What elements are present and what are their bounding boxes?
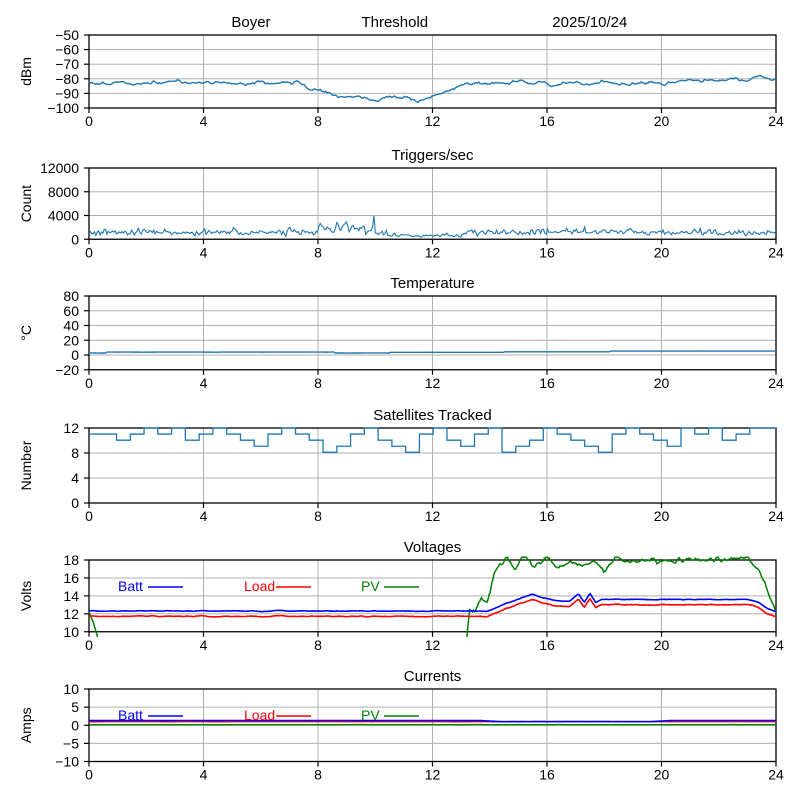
svg-text:−80: −80 bbox=[55, 70, 79, 86]
svg-text:12: 12 bbox=[425, 375, 441, 390]
svg-text:4000: 4000 bbox=[48, 207, 79, 223]
svg-text:−90: −90 bbox=[55, 85, 79, 101]
svg-text:20: 20 bbox=[63, 333, 79, 349]
svg-text:24: 24 bbox=[768, 636, 784, 651]
svg-text:PV: PV bbox=[361, 578, 380, 594]
svg-text:Load: Load bbox=[244, 578, 275, 594]
svg-text:0: 0 bbox=[71, 347, 79, 363]
svg-text:8: 8 bbox=[314, 766, 322, 781]
svg-text:16: 16 bbox=[63, 569, 79, 585]
svg-text:8: 8 bbox=[314, 636, 322, 651]
svg-text:24: 24 bbox=[768, 766, 784, 781]
svg-text:4: 4 bbox=[200, 113, 208, 128]
svg-text:20: 20 bbox=[654, 766, 670, 781]
svg-text:20: 20 bbox=[654, 375, 670, 390]
svg-text:4: 4 bbox=[200, 766, 208, 781]
svg-text:Load: Load bbox=[244, 707, 275, 723]
svg-text:0: 0 bbox=[85, 636, 93, 651]
svg-text:10: 10 bbox=[63, 623, 79, 639]
svg-text:8: 8 bbox=[314, 375, 322, 390]
svg-text:8: 8 bbox=[314, 113, 322, 128]
svg-text:Count: Count bbox=[18, 184, 34, 221]
svg-text:2025/10/24: 2025/10/24 bbox=[552, 15, 627, 31]
svg-text:dBm: dBm bbox=[18, 57, 34, 86]
svg-text:Triggers/sec: Triggers/sec bbox=[392, 146, 474, 163]
svg-text:12: 12 bbox=[425, 244, 441, 259]
svg-text:20: 20 bbox=[654, 113, 670, 128]
svg-text:Threshold: Threshold bbox=[361, 15, 428, 31]
svg-text:16: 16 bbox=[539, 244, 555, 259]
svg-text:Satellites Tracked: Satellites Tracked bbox=[373, 406, 491, 423]
svg-text:80: 80 bbox=[63, 288, 79, 304]
svg-text:−10: −10 bbox=[55, 753, 79, 769]
svg-text:−100: −100 bbox=[47, 100, 79, 116]
svg-text:40: 40 bbox=[63, 318, 79, 334]
svg-text:10: 10 bbox=[63, 681, 79, 697]
svg-text:12: 12 bbox=[425, 113, 441, 128]
svg-text:8: 8 bbox=[314, 244, 322, 259]
svg-text:Number: Number bbox=[18, 440, 34, 490]
svg-text:4: 4 bbox=[200, 508, 208, 523]
svg-text:8: 8 bbox=[71, 445, 79, 461]
svg-text:12: 12 bbox=[425, 766, 441, 781]
svg-text:0: 0 bbox=[71, 495, 79, 511]
svg-text:8000: 8000 bbox=[48, 183, 79, 199]
svg-text:12: 12 bbox=[425, 508, 441, 523]
svg-text:24: 24 bbox=[768, 375, 784, 390]
svg-text:16: 16 bbox=[539, 113, 555, 128]
svg-text:°C: °C bbox=[18, 325, 34, 341]
svg-text:−5: −5 bbox=[63, 735, 79, 751]
svg-text:PV: PV bbox=[361, 707, 380, 723]
svg-text:4: 4 bbox=[71, 470, 79, 486]
svg-text:−70: −70 bbox=[55, 56, 79, 72]
svg-text:60: 60 bbox=[63, 303, 79, 319]
svg-text:18: 18 bbox=[63, 552, 79, 568]
svg-text:4: 4 bbox=[200, 244, 208, 259]
svg-text:Voltages: Voltages bbox=[404, 538, 462, 555]
svg-text:24: 24 bbox=[768, 244, 784, 259]
svg-text:Volts: Volts bbox=[18, 580, 34, 610]
svg-text:4: 4 bbox=[200, 375, 208, 390]
svg-text:12000: 12000 bbox=[40, 160, 79, 176]
svg-text:Batt: Batt bbox=[118, 578, 143, 594]
svg-text:−60: −60 bbox=[55, 41, 79, 57]
svg-text:16: 16 bbox=[539, 508, 555, 523]
svg-text:Boyer: Boyer bbox=[231, 15, 270, 31]
svg-text:Currents: Currents bbox=[404, 668, 462, 685]
svg-text:14: 14 bbox=[63, 587, 79, 603]
svg-text:12: 12 bbox=[425, 636, 441, 651]
svg-text:4: 4 bbox=[200, 636, 208, 651]
svg-text:20: 20 bbox=[654, 636, 670, 651]
svg-text:16: 16 bbox=[539, 636, 555, 651]
svg-text:−20: −20 bbox=[55, 362, 79, 378]
svg-text:0: 0 bbox=[85, 113, 93, 128]
svg-text:20: 20 bbox=[654, 244, 670, 259]
svg-text:Temperature: Temperature bbox=[390, 275, 474, 292]
svg-text:16: 16 bbox=[539, 375, 555, 390]
svg-text:0: 0 bbox=[85, 375, 93, 390]
svg-text:0: 0 bbox=[71, 231, 79, 247]
svg-text:0: 0 bbox=[85, 508, 93, 523]
svg-text:−50: −50 bbox=[55, 27, 79, 43]
svg-text:5: 5 bbox=[71, 699, 79, 715]
svg-text:12: 12 bbox=[63, 605, 79, 621]
svg-text:12: 12 bbox=[63, 420, 79, 436]
svg-text:0: 0 bbox=[85, 766, 93, 781]
svg-text:8: 8 bbox=[314, 508, 322, 523]
svg-text:0: 0 bbox=[71, 717, 79, 733]
svg-text:16: 16 bbox=[539, 766, 555, 781]
svg-text:0: 0 bbox=[85, 244, 93, 259]
svg-text:20: 20 bbox=[654, 508, 670, 523]
svg-text:24: 24 bbox=[768, 508, 784, 523]
svg-text:Batt: Batt bbox=[118, 707, 143, 723]
svg-text:Amps: Amps bbox=[18, 707, 34, 743]
svg-text:24: 24 bbox=[768, 113, 784, 128]
